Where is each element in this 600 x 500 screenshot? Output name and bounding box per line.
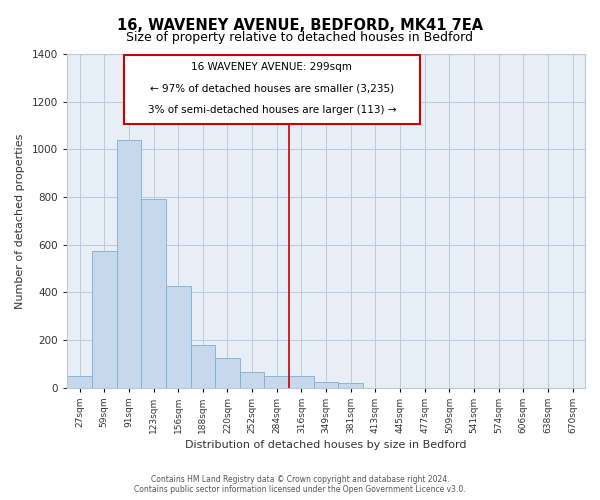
- Bar: [314, 382, 338, 388]
- Y-axis label: Number of detached properties: Number of detached properties: [15, 133, 25, 308]
- Bar: [338, 383, 363, 388]
- Bar: [191, 345, 215, 388]
- Bar: [289, 376, 314, 388]
- FancyBboxPatch shape: [124, 55, 420, 124]
- Text: 16 WAVENEY AVENUE: 299sqm: 16 WAVENEY AVENUE: 299sqm: [191, 62, 352, 72]
- Bar: [265, 376, 289, 388]
- Bar: [166, 286, 191, 388]
- Text: 3% of semi-detached houses are larger (113) →: 3% of semi-detached houses are larger (1…: [148, 105, 396, 115]
- Bar: [116, 140, 141, 388]
- Bar: [215, 358, 240, 388]
- X-axis label: Distribution of detached houses by size in Bedford: Distribution of detached houses by size …: [185, 440, 467, 450]
- Bar: [240, 372, 265, 388]
- Text: 16, WAVENEY AVENUE, BEDFORD, MK41 7EA: 16, WAVENEY AVENUE, BEDFORD, MK41 7EA: [117, 18, 483, 32]
- Text: Size of property relative to detached houses in Bedford: Size of property relative to detached ho…: [127, 31, 473, 44]
- Bar: [67, 376, 92, 388]
- Text: Contains HM Land Registry data © Crown copyright and database right 2024.
Contai: Contains HM Land Registry data © Crown c…: [134, 474, 466, 494]
- Bar: [141, 200, 166, 388]
- Text: ← 97% of detached houses are smaller (3,235): ← 97% of detached houses are smaller (3,…: [150, 84, 394, 94]
- Bar: [92, 250, 116, 388]
